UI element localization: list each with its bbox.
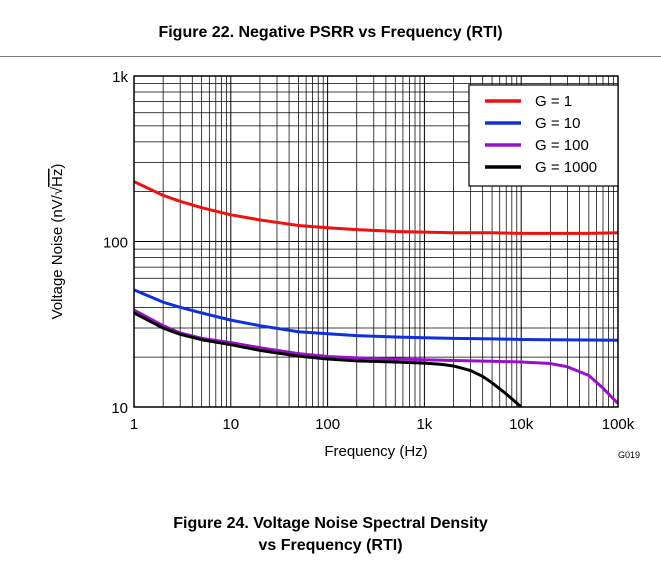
plot-frame <box>133 75 619 408</box>
chart-series <box>134 180 618 407</box>
figure-24-title-line-2: vs Frequency (RTI) <box>258 537 403 554</box>
y-axis-title: Voltage Noise (nV/√Hz) <box>49 164 66 320</box>
y-axis-title-prefix: Voltage Noise (nV/ <box>49 194 66 319</box>
x-axis-title: Frequency (Hz) <box>324 443 427 460</box>
x-tick-label: 100 <box>315 416 340 433</box>
x-tick-label: 100k <box>602 416 635 433</box>
figure-24-title: Figure 24. Voltage Noise Spectral Densit… <box>0 513 661 557</box>
chart-legend: G = 1 G = 10 G = 100 G = 1000 <box>468 84 619 187</box>
section-divider <box>0 56 661 57</box>
y-axis-title-radical-sign: √ <box>49 186 66 195</box>
series-line <box>134 311 523 407</box>
legend-label: G = 1 <box>535 93 572 110</box>
y-tick-label: 1k <box>112 69 128 86</box>
x-tick-label: 1 <box>130 416 138 433</box>
legend-label: G = 1000 <box>535 159 597 176</box>
x-tick-label: 10k <box>509 416 534 433</box>
figure-24-title-line-1: Figure 24. Voltage Noise Spectral Densit… <box>173 515 488 532</box>
y-axis-title-suffix: ) <box>49 164 66 169</box>
series-line <box>134 180 618 235</box>
figure-22-title: Figure 22. Negative PSRR vs Frequency (R… <box>158 24 503 41</box>
x-tick-label: 10 <box>222 416 239 433</box>
y-tick-label: 100 <box>103 235 128 252</box>
legend-label: G = 100 <box>535 137 589 154</box>
y-tick-label: 10 <box>111 400 128 417</box>
x-tick-label: 1k <box>416 416 432 433</box>
series-line <box>134 288 618 342</box>
series-line <box>134 308 618 405</box>
y-axis-title-radicand: Hz <box>49 169 66 187</box>
legend-label: G = 10 <box>535 115 580 132</box>
graph-code-label: G019 <box>618 450 640 460</box>
